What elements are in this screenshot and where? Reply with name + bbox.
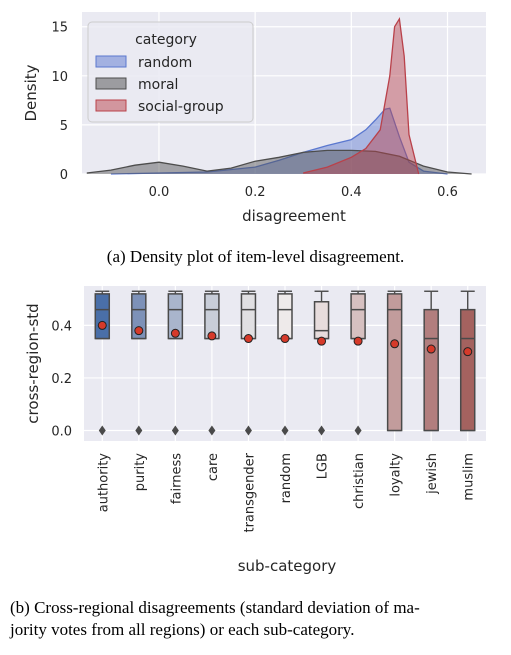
y-tick-label: 0: [60, 168, 68, 183]
legend-swatch-random: [95, 55, 127, 68]
outlier-point: [281, 425, 289, 436]
y-tick-label: 0.2: [51, 372, 72, 387]
boxplot-chart: 0.0 0.2 0.4 authority purity fairness care tran…: [24, 286, 486, 575]
x-tick-label: 0.0: [149, 185, 170, 200]
y-tick-label: 0.0: [51, 424, 72, 439]
legend-label-social-group: social-group: [138, 99, 224, 115]
legend-label-moral: moral: [138, 77, 178, 93]
x-axis-label: disagreement: [242, 207, 346, 225]
caption-a: (a) Density plot of item-level disagreem…: [106, 247, 405, 266]
outlier-point: [318, 425, 326, 436]
y-tick-label: 5: [60, 119, 68, 134]
x-tick-label: christian: [352, 453, 367, 509]
legend-swatch-social-group: [95, 99, 127, 112]
mean-point: [134, 326, 144, 336]
box-muslim: [459, 290, 476, 432]
x-axis-label: sub-category: [238, 557, 337, 575]
mean-point: [426, 344, 436, 354]
outlier-point: [171, 425, 179, 436]
box-iqr: [167, 293, 184, 340]
mean-point: [280, 334, 290, 344]
x-tick-label: authority: [96, 453, 111, 513]
x-tick-label: LGB: [316, 453, 331, 479]
mean-point: [353, 336, 363, 346]
outlier-point: [354, 425, 362, 436]
caption-b: (b) Cross-regional disagreements (standa…: [10, 597, 505, 641]
box-christian: [350, 290, 366, 436]
y-axis-label: Density: [22, 64, 40, 121]
box-iqr: [240, 293, 257, 340]
x-tick-label: fairness: [169, 453, 184, 504]
legend-title: category: [135, 32, 197, 48]
box-LGB: [313, 290, 330, 436]
density-line-moral: [86, 149, 472, 175]
y-tick-label: 15: [51, 21, 68, 36]
density-area-moral: [86, 150, 472, 174]
outlier-point: [135, 425, 143, 436]
legend-swatch-moral: [95, 77, 127, 90]
box-iqr: [459, 308, 476, 432]
outlier-point: [244, 425, 252, 436]
box-transgender: [240, 290, 257, 436]
box-purity: [131, 290, 147, 436]
box-iqr: [386, 293, 403, 432]
caption-b-line2: jority votes from all regions) or each s…: [10, 620, 355, 639]
box-iqr: [277, 293, 293, 340]
x-tick-label: 0.6: [437, 185, 458, 200]
box-care: [204, 290, 220, 436]
box-authority: [94, 290, 111, 436]
y-tick-label: 10: [51, 70, 68, 85]
density-chart: 0.0 0.2 0.4 0.6 0 5 10 15 disagreement Density cat…: [22, 12, 486, 225]
x-tick-label: jewish: [425, 453, 440, 495]
mean-point: [170, 328, 180, 338]
mean-point: [243, 334, 253, 344]
box-iqr: [131, 293, 147, 340]
box-jewish: [423, 290, 439, 432]
x-tick-label: 0.4: [341, 185, 362, 200]
box-iqr: [423, 308, 439, 432]
caption-b-line1: (b) Cross-regional disagreements (standa…: [10, 598, 420, 617]
x-tick-label: 0.2: [245, 185, 266, 200]
box-iqr: [313, 301, 330, 340]
x-tick-label: care: [206, 453, 221, 481]
mean-point: [463, 347, 473, 357]
box-iqr: [94, 293, 111, 340]
mean-point: [390, 339, 400, 349]
x-tick-label: random: [279, 453, 294, 503]
outlier-point: [98, 425, 106, 436]
x-tick-label: transgender: [242, 452, 257, 532]
box-fairness: [167, 290, 184, 436]
legend: category random moral social-group: [87, 21, 254, 123]
y-tick-label: 0.4: [51, 319, 72, 334]
x-tick-label: muslim: [462, 453, 477, 501]
x-tick-label: loyalty: [389, 453, 404, 497]
x-tick-label: purity: [133, 453, 148, 492]
box-random: [277, 290, 293, 436]
density-line-social-group: [303, 16, 420, 175]
y-axis-label: cross-region-std: [24, 303, 42, 423]
box-loyalty: [386, 290, 403, 432]
density-line-random: [110, 107, 448, 175]
density-area-random: [110, 108, 448, 174]
mean-point: [317, 336, 327, 346]
mean-point: [97, 320, 107, 330]
legend-label-random: random: [138, 55, 192, 71]
density-area-social-group: [303, 18, 419, 175]
mean-point: [207, 331, 217, 341]
outlier-point: [208, 425, 216, 436]
legend-frame: [87, 21, 254, 123]
box-iqr: [350, 293, 366, 340]
